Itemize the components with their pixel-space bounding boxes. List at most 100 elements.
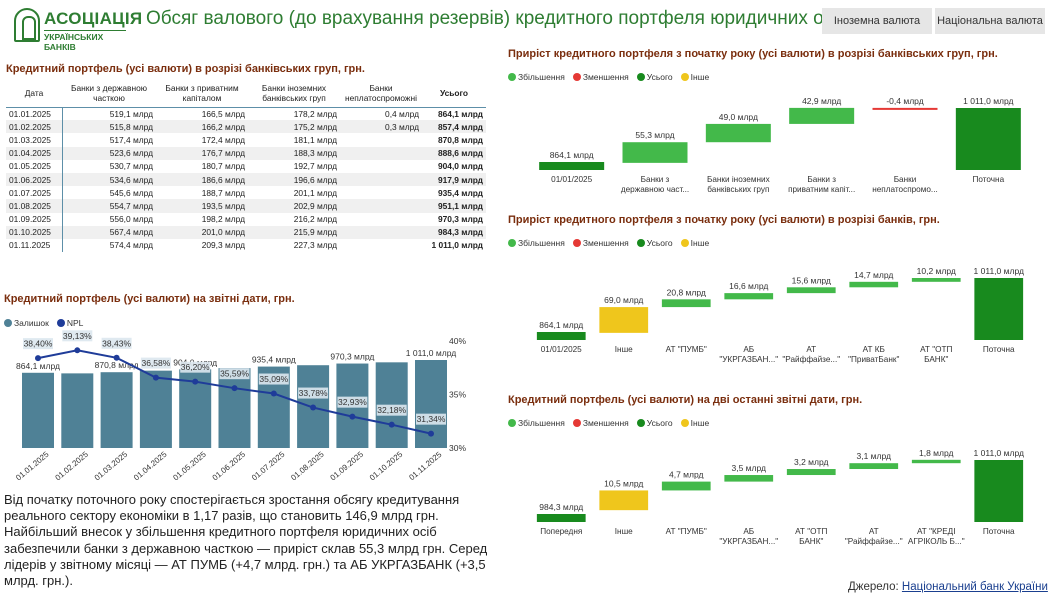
bank-groups-table: Дата Банки з державною часткою Банки з п… (6, 80, 486, 253)
combo-chart-title: Кредитний портфель (усі валюти) на звітн… (4, 293, 295, 305)
waterfall-data-label: 3,2 млрд (794, 457, 829, 467)
legend-increase-label: Збільшення (518, 418, 565, 428)
logo: АСОЦІАЦІЯ УКРАЇНСЬКИХ БАНКІВ (14, 8, 142, 52)
table-cell: 0,4 млрд (385, 108, 419, 119)
legend-decrease[interactable]: Зменшення (572, 72, 629, 82)
table-row[interactable]: 01.05.2025 530,7 млрд 180,7 млрд 192,7 млрд… (6, 159, 486, 173)
col-header-state[interactable]: Банки з державною часткою (62, 80, 156, 108)
legend-other-label: Інше (690, 72, 710, 82)
waterfall-data-label: 1,8 млрд (919, 448, 954, 458)
waterfall-data-label: 15,6 млрд (792, 275, 831, 285)
col-header-foreign[interactable]: Банки іноземних банківських груп (248, 80, 340, 108)
x-tick-label: 01.01.2025 (14, 449, 51, 482)
npl-label-bg (298, 387, 329, 399)
foreign-currency-button[interactable]: Іноземна валюта (822, 8, 932, 34)
source-link[interactable]: Національний банк України (901, 581, 1048, 593)
npl-point (349, 413, 356, 420)
table-row[interactable]: 01.02.2025 515,8 млрд 166,2 млрд 175,2 млрд… (6, 120, 486, 134)
page-title: Обсяг валового (до врахування резервів) … (146, 8, 849, 29)
waterfall-data-label: 16,6 млрд (729, 281, 768, 291)
npl-label-bg (180, 361, 211, 373)
table-cell (340, 133, 422, 146)
table-cell: 970,3 млрд (437, 214, 483, 225)
table-row[interactable]: 01.08.2025 554,7 млрд 193,5 млрд 202,9 млрд… (6, 199, 486, 213)
legend-increase[interactable]: Збільшення (508, 72, 565, 82)
waterfall-bar (872, 107, 938, 110)
col-header-insolvent[interactable]: Банки неплатоспроможні (340, 80, 422, 108)
npl-label-bg (62, 330, 93, 342)
waterfall-category-label: БАНК" (924, 355, 948, 364)
legend-other-label: Інше (690, 418, 710, 428)
table-cell: 515,8 млрд (62, 120, 156, 134)
legend-other[interactable]: Інше (680, 238, 709, 248)
table-cell: 519,1 млрд (109, 108, 153, 119)
table-cell: 857,4 млрд (422, 120, 486, 134)
legend-npl[interactable]: NPL (56, 318, 83, 328)
waterfall-category-label: АТ "ПУМБ" (666, 345, 707, 354)
legend-total[interactable]: Усього (636, 238, 673, 248)
waterfall-category-label: Банки (894, 175, 917, 184)
table-row[interactable]: 01.04.2025 523,6 млрд 176,7 млрд 188,3 млрд… (6, 146, 486, 160)
legend-other[interactable]: Інше (680, 418, 710, 428)
table-cell (340, 199, 422, 213)
npl-label-bg (219, 368, 250, 380)
col-header-private[interactable]: Банки з приватним капіталом (156, 80, 248, 108)
legend-increase-label: Збільшення (518, 238, 565, 248)
waterfall-category-label: приватним капіт... (788, 185, 855, 194)
table-row[interactable]: 01.11.2025 574,4 млрд 209,3 млрд 227,3 млрд… (6, 238, 486, 253)
table-cell: 870,8 млрд (437, 134, 483, 145)
table-cell (340, 239, 422, 252)
npl-point (231, 385, 238, 392)
waterfall-category-label: Інше (615, 527, 633, 536)
table-row[interactable]: 01.09.2025 556,0 млрд 198,2 млрд 216,2 млрд… (6, 212, 486, 226)
table-cell: 172,4 млрд (201, 134, 245, 145)
combo-legend: Залишок NPL (4, 318, 83, 328)
table-cell: 984,3 млрд (422, 225, 486, 239)
legend-decrease[interactable]: Зменшення (572, 418, 629, 428)
legend-total[interactable]: Усього (636, 72, 673, 82)
waterfall-data-label: 10,2 млрд (917, 266, 956, 276)
col-header-date[interactable]: Дата (6, 80, 62, 108)
npl-data-label: 38,40% (24, 339, 53, 349)
table-cell: 01.02.2025 (6, 120, 63, 134)
table-row[interactable]: 01.03.2025 517,4 млрд 172,4 млрд 181,1 млрд… (6, 133, 486, 147)
table-cell: 01.04.2025 (6, 146, 63, 160)
table-row[interactable]: 01.01.2025 519,1 млрд 166,5 млрд 178,2 млрд… (6, 107, 486, 121)
legend-other[interactable]: Інше (680, 72, 710, 82)
npl-data-label: 36,58% (141, 358, 170, 368)
waterfall-category-label: Банки з (807, 175, 836, 184)
x-tick-label: 01.02.2025 (53, 449, 90, 482)
npl-point (152, 374, 159, 381)
waterfall-data-label: 1 011,0 млрд (974, 266, 1024, 276)
legend-total-icon (636, 239, 645, 247)
waterfall-category-label: АБ (743, 345, 754, 354)
legend-increase[interactable]: Збільшення (508, 238, 565, 248)
waterfall-bar (622, 142, 688, 163)
waterfall-category-label: Поточна (983, 345, 1015, 354)
waterfall-bar (539, 162, 605, 170)
npl-data-label: 38,43% (102, 338, 131, 348)
x-tick-label: 01.03.2025 (93, 449, 130, 482)
legend-total-label: Усього (646, 418, 673, 428)
table-cell: 209,3 млрд (201, 240, 245, 251)
table-row[interactable]: 01.10.2025 567,4 млрд 201,0 млрд 215,9 млрд… (6, 225, 486, 239)
legend-balance[interactable]: Залишок (4, 318, 49, 328)
legend-total[interactable]: Усього (636, 418, 673, 428)
bar-data-label: 1 011,0 млрд (406, 348, 456, 358)
legend-other-icon (680, 239, 689, 247)
table-row[interactable]: 01.07.2025 545,6 млрд 188,7 млрд 201,1 млрд… (6, 186, 486, 200)
table-cell: 935,4 млрд (437, 187, 483, 198)
legend-increase-icon (508, 73, 516, 81)
npl-point (310, 404, 317, 411)
waterfall-data-label: -0,4 млрд (886, 96, 923, 106)
col-header-total[interactable]: Усього (422, 80, 486, 108)
legend-increase[interactable]: Збільшення (508, 418, 565, 428)
national-currency-button[interactable]: Національна валюта (935, 8, 1045, 34)
legend-decrease[interactable]: Зменшення (572, 238, 629, 248)
waterfall-category-label: АТ "КРЕДІ (917, 527, 956, 536)
bar-data-label: 970,3 млрд (330, 352, 374, 362)
table-row[interactable]: 01.06.2025 534,6 млрд 186,6 млрд 196,6 млрд… (6, 172, 486, 187)
npl-label-bg (337, 396, 368, 408)
balance-bar (139, 370, 172, 448)
